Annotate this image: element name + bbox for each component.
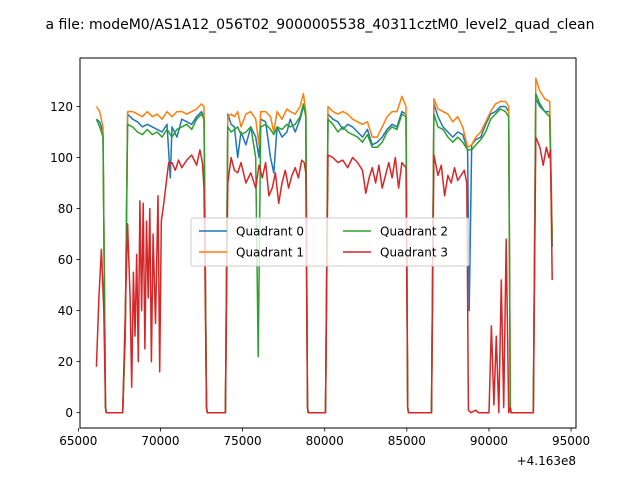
series-line-quadrant-3 bbox=[95, 136, 553, 414]
y-tick-label: 0 bbox=[65, 406, 73, 420]
x-tick-label: 95000 bbox=[552, 434, 590, 448]
legend-label: Quadrant 3 bbox=[380, 246, 448, 260]
chart-title: a file: modeM0/AS1A12_056T02_9000005538_… bbox=[46, 17, 595, 33]
legend-label: Quadrant 0 bbox=[236, 225, 304, 239]
plot-frame bbox=[79, 57, 577, 429]
x-tick-label: 65000 bbox=[59, 434, 97, 448]
x-axis: 65000 70000 75000 80000 85000 90000 95000 bbox=[59, 428, 590, 448]
x-tick-label: 90000 bbox=[470, 434, 508, 448]
legend-frame bbox=[190, 217, 470, 267]
y-tick-label: 20 bbox=[58, 355, 73, 369]
y-tick-label: 40 bbox=[58, 304, 73, 318]
legend-label: Quadrant 1 bbox=[236, 246, 304, 260]
x-tick-label: 70000 bbox=[141, 434, 179, 448]
y-tick-label: 100 bbox=[50, 151, 73, 165]
legend: Quadrant 0 Quadrant 1 Quadrant 2 Quadrant 3 bbox=[190, 217, 470, 267]
x-offset-label: +4.163e8 bbox=[517, 454, 576, 468]
legend-label: Quadrant 2 bbox=[380, 225, 448, 239]
x-tick-label: 85000 bbox=[388, 434, 426, 448]
x-tick-label: 75000 bbox=[224, 434, 262, 448]
y-tick-label: 60 bbox=[58, 253, 73, 267]
y-axis: 0 20 40 60 80 100 120 bbox=[50, 100, 80, 420]
y-tick-label: 120 bbox=[50, 100, 73, 114]
x-tick-label: 80000 bbox=[306, 434, 344, 448]
y-tick-label: 80 bbox=[58, 202, 73, 216]
